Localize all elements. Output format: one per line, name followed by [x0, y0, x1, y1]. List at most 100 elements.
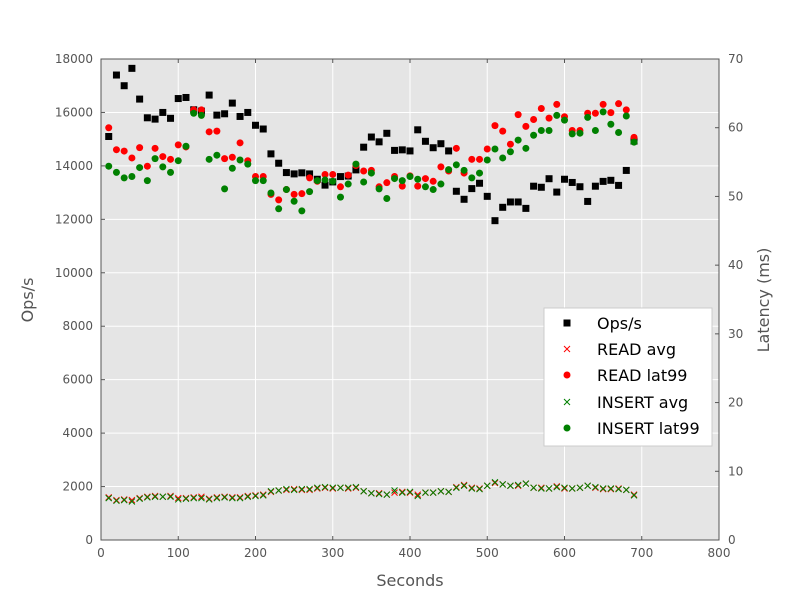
data-point: [437, 180, 445, 188]
data-point: [182, 142, 190, 150]
data-point: [468, 485, 476, 492]
data-point: [537, 183, 545, 191]
data-point: [391, 487, 398, 494]
data-point: [615, 181, 623, 189]
data-point: [228, 494, 236, 502]
data-point: [244, 493, 252, 501]
data-point: [429, 144, 437, 152]
data-point: [622, 166, 630, 174]
data-point: [545, 126, 553, 134]
legend-label: INSERT avg: [597, 393, 688, 412]
data-point: [391, 146, 399, 154]
data-point: [136, 164, 144, 172]
data-point: [553, 100, 561, 108]
data-point: [421, 137, 429, 145]
data-point: [221, 110, 229, 118]
data-point: [329, 484, 337, 492]
data-point: [406, 488, 414, 496]
data-point: [584, 113, 592, 121]
data-point: [452, 144, 460, 152]
data-point: [290, 197, 298, 205]
data-point: [591, 126, 599, 134]
data-point: [568, 178, 576, 186]
x-axis-title: Seconds: [376, 571, 443, 590]
data-point: [298, 169, 306, 177]
data-point: [561, 116, 568, 124]
data-point: [491, 122, 499, 130]
data-point: [313, 484, 321, 492]
data-point: [205, 91, 213, 99]
series-insert-avg: [105, 478, 638, 505]
data-point: [112, 71, 120, 79]
data-point: [391, 175, 399, 183]
data-point: [244, 160, 252, 168]
data-point: [259, 177, 267, 185]
data-point: [368, 489, 375, 497]
data-point: [113, 497, 120, 505]
data-point: [252, 492, 259, 500]
data-point: [506, 140, 514, 148]
data-point: [506, 148, 514, 156]
data-point: [221, 494, 228, 501]
data-point: [429, 489, 437, 496]
data-point: [530, 115, 538, 123]
data-point: [383, 179, 391, 187]
data-point: [252, 121, 259, 129]
x-tick-label: 400: [399, 546, 422, 560]
data-point: [421, 183, 429, 191]
data-point: [592, 483, 599, 491]
data-point: [530, 182, 538, 190]
data-point: [259, 125, 267, 133]
data-point: [174, 95, 182, 103]
data-point: [576, 183, 584, 191]
data-point: [391, 489, 398, 496]
data-point: [622, 486, 630, 494]
data-point: [321, 483, 329, 491]
data-point: [167, 168, 175, 176]
data-point: [568, 485, 576, 492]
data-point: [360, 178, 368, 186]
data-point: [460, 482, 468, 490]
data-point: [205, 128, 213, 136]
data-point: [383, 194, 391, 202]
data-point: [336, 183, 344, 191]
data-point: [607, 485, 615, 492]
data-point: [112, 168, 120, 176]
data-point: [437, 163, 445, 171]
data-point: [198, 493, 205, 501]
data-point: [282, 186, 290, 194]
data-point: [491, 145, 499, 153]
x-tick-label: 600: [553, 546, 576, 560]
data-point: [336, 193, 344, 201]
data-point: [545, 485, 553, 492]
data-point: [298, 485, 306, 493]
data-point: [607, 109, 615, 117]
data-point: [136, 144, 144, 152]
data-point: [205, 155, 213, 163]
data-point: [143, 114, 151, 122]
y-tick-label: 6000: [62, 373, 93, 387]
data-point: [136, 495, 143, 503]
y-tick-labels-right: 0 10 20 30 40 50 60 70: [728, 52, 743, 547]
data-point: [584, 197, 592, 205]
data-point: [506, 198, 514, 206]
data-point: [128, 498, 136, 505]
data-point: [337, 484, 344, 492]
y-tick-label: 12000: [55, 212, 93, 226]
data-point: [321, 181, 329, 189]
data-point: [445, 147, 453, 155]
data-point: [591, 182, 599, 190]
data-point: [599, 100, 607, 108]
series-insert-lat99: [105, 108, 638, 215]
data-point: [406, 173, 414, 181]
data-point: [298, 190, 306, 198]
data-point: [561, 484, 568, 492]
legend-marker: [563, 424, 571, 432]
data-point: [228, 99, 236, 107]
data-point: [483, 156, 491, 164]
data-point: [483, 145, 491, 153]
data-point: [344, 484, 352, 492]
data-point: [553, 188, 561, 196]
legend-marker: [563, 398, 571, 406]
